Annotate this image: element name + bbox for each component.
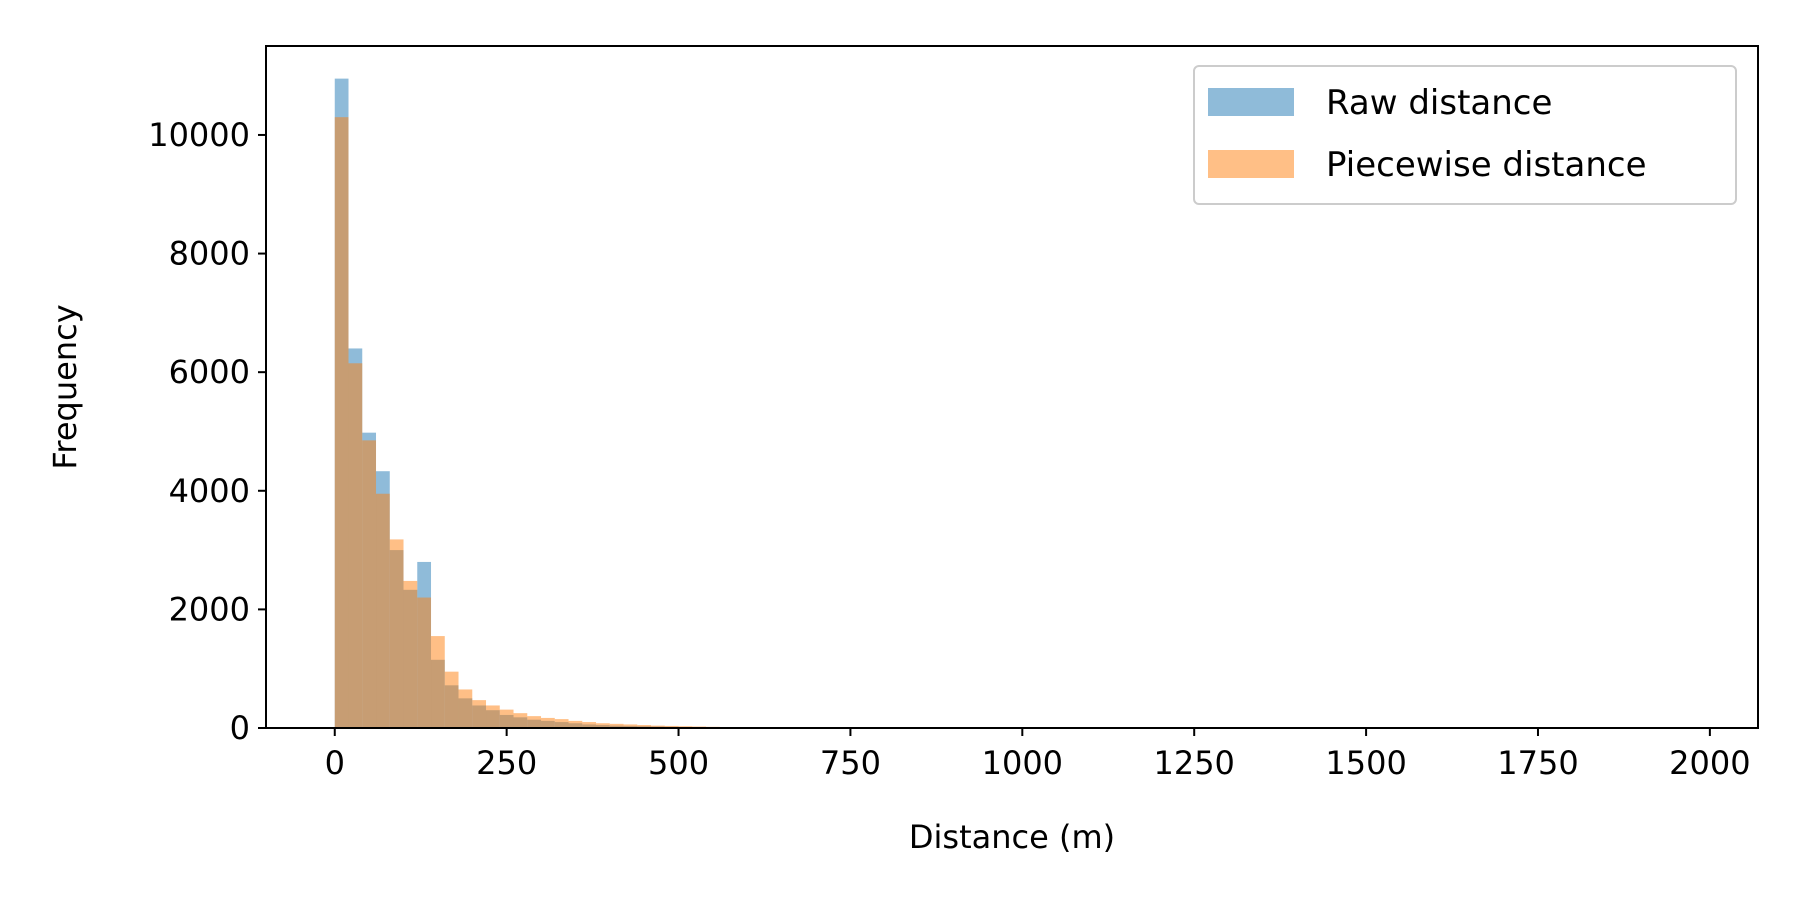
bar	[417, 598, 431, 728]
x-tick-label: 750	[820, 744, 881, 782]
bar	[527, 716, 541, 728]
bar	[362, 440, 376, 728]
x-tick-label: 2000	[1669, 744, 1750, 782]
legend-label-raw-distance: Raw distance	[1326, 83, 1552, 123]
bar	[349, 363, 363, 728]
bar	[459, 689, 473, 728]
x-tick-label: 1250	[1153, 744, 1234, 782]
legend-swatch-raw-distance	[1208, 88, 1294, 116]
legend: Raw distance Piecewise distance	[1194, 66, 1736, 204]
x-tick-label: 1500	[1325, 744, 1406, 782]
y-tick-label: 8000	[169, 235, 250, 273]
legend-label-piecewise-distance: Piecewise distance	[1326, 145, 1647, 185]
bar	[445, 672, 459, 728]
bar	[390, 539, 404, 728]
bar	[472, 700, 486, 728]
bar	[486, 705, 500, 728]
bar	[514, 713, 528, 728]
x-tick-label: 1750	[1497, 744, 1578, 782]
bar	[376, 494, 390, 728]
y-tick-label: 6000	[169, 353, 250, 391]
y-tick-label: 2000	[169, 590, 250, 628]
bar	[431, 636, 445, 728]
legend-swatch-piecewise-distance	[1208, 150, 1294, 178]
bar	[541, 718, 555, 728]
y-tick-label: 4000	[169, 472, 250, 510]
x-axis-label: Distance (m)	[909, 818, 1115, 856]
x-tick-label: 1000	[982, 744, 1063, 782]
bar	[500, 710, 514, 728]
y-tick-label: 10000	[148, 116, 250, 154]
bar	[335, 117, 349, 728]
x-tick-label: 500	[648, 744, 709, 782]
bar	[404, 581, 418, 728]
bar	[569, 721, 583, 728]
bar	[555, 719, 569, 728]
y-axis-label: Frequency	[46, 304, 84, 469]
x-tick-label: 0	[325, 744, 345, 782]
y-tick-label: 0	[230, 709, 250, 747]
x-tick-label: 250	[476, 744, 537, 782]
